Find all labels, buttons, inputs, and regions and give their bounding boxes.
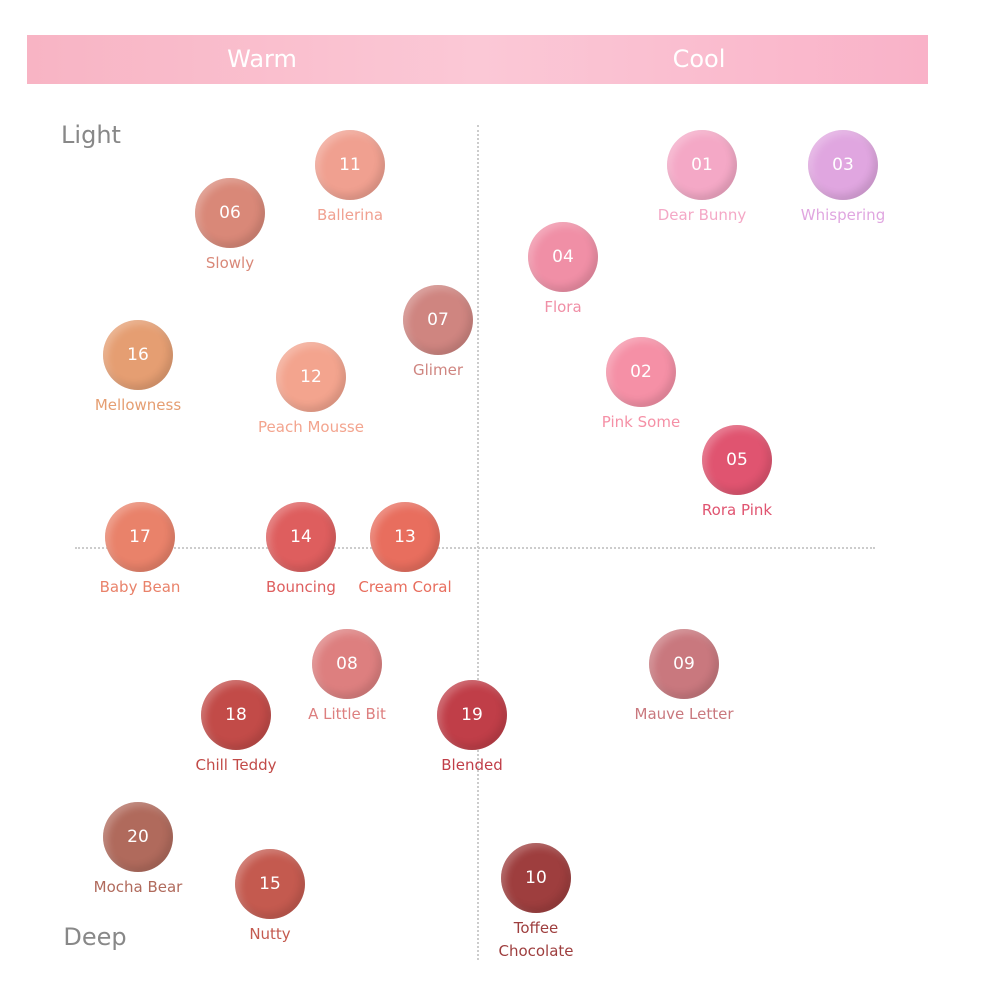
- shade-name: Pink Some: [601, 413, 681, 431]
- shade-name: Mellowness: [94, 396, 182, 414]
- swatch: 02: [606, 337, 676, 407]
- shade-name: Bouncing: [266, 578, 336, 596]
- swatch: 08: [312, 629, 382, 699]
- swatch: 04: [528, 222, 598, 292]
- cool-label: Cool: [672, 45, 726, 73]
- divider: [75, 547, 875, 549]
- swatch: 03: [808, 130, 878, 200]
- shade-name: Mocha Bear: [93, 878, 183, 896]
- swatch: 19: [437, 680, 507, 750]
- shade-name: Rora Pink: [701, 501, 773, 519]
- swatch: 14: [266, 502, 336, 572]
- shade-name: Nutty: [249, 925, 291, 943]
- swatch: 17: [105, 502, 175, 572]
- shade-name: Chill Teddy: [195, 756, 277, 774]
- swatch: 09: [649, 629, 719, 699]
- shade-name: Dear Bunny: [657, 206, 747, 224]
- shade-name: Toffee Chocolate: [498, 919, 574, 960]
- swatch: 12: [276, 342, 346, 412]
- swatch: 20: [103, 802, 173, 872]
- shade-name: Mauve Letter: [634, 705, 734, 723]
- shade-name: Cream Coral: [358, 578, 452, 596]
- swatch: 06: [195, 178, 265, 248]
- shade-name: Blended: [441, 756, 503, 774]
- shade-name: Baby Bean: [99, 578, 181, 596]
- shade-name: Peach Mousse: [258, 418, 364, 436]
- swatch: 18: [201, 680, 271, 750]
- shade-name: Glimer: [413, 361, 463, 379]
- swatch: 16: [103, 320, 173, 390]
- header-bar: Warm Cool: [27, 35, 928, 84]
- swatch: 01: [667, 130, 737, 200]
- shade-name: Slowly: [205, 254, 255, 272]
- light-label: Light: [61, 121, 121, 149]
- swatch: 15: [235, 849, 305, 919]
- shade-name: Flora: [544, 298, 582, 316]
- swatch: 07: [403, 285, 473, 355]
- deep-label: Deep: [63, 923, 127, 951]
- warm-label: Warm: [227, 45, 297, 73]
- shade-name: A Little Bit: [308, 705, 386, 723]
- swatch: 05: [702, 425, 772, 495]
- shade-name: Whispering: [800, 206, 886, 224]
- swatch: 10: [501, 843, 571, 913]
- shade-name: Ballerina: [316, 206, 384, 224]
- swatch: 13: [370, 502, 440, 572]
- divider: [477, 125, 479, 960]
- swatch: 11: [315, 130, 385, 200]
